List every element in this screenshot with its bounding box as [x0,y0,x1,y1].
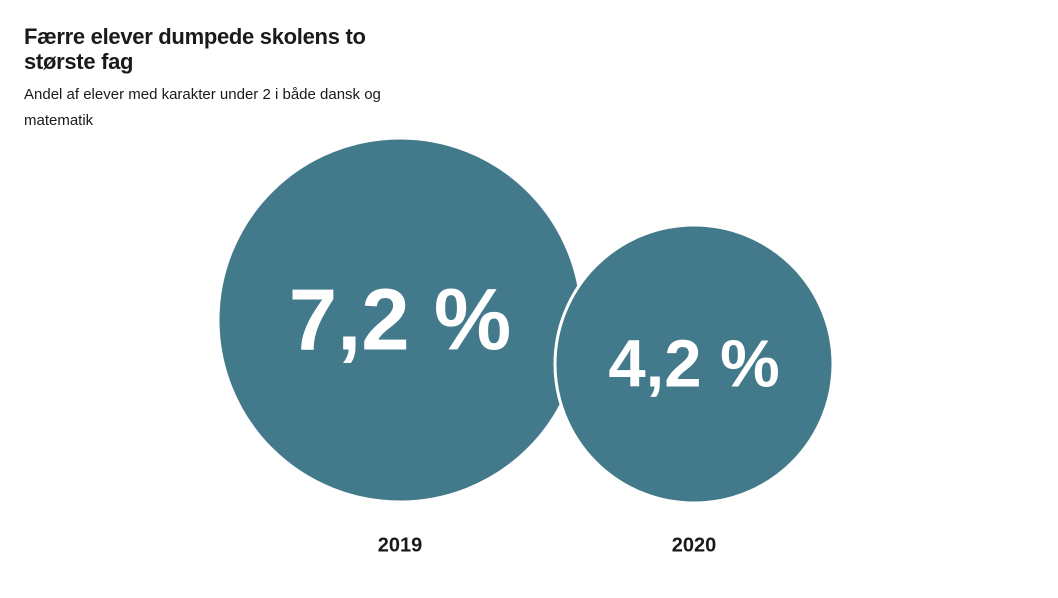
category-label: 2019 [378,534,423,556]
chart-title: Færre elever dumpede skolens to største … [24,24,366,74]
category-label: 2020 [672,534,717,556]
chart-subtitle: Andel af elever med karakter under 2 i b… [24,86,381,129]
bubble-value-label: 7,2 % [289,272,511,369]
bubble-2020 [553,223,835,505]
bubble-value-label: 4,2 % [608,327,779,402]
